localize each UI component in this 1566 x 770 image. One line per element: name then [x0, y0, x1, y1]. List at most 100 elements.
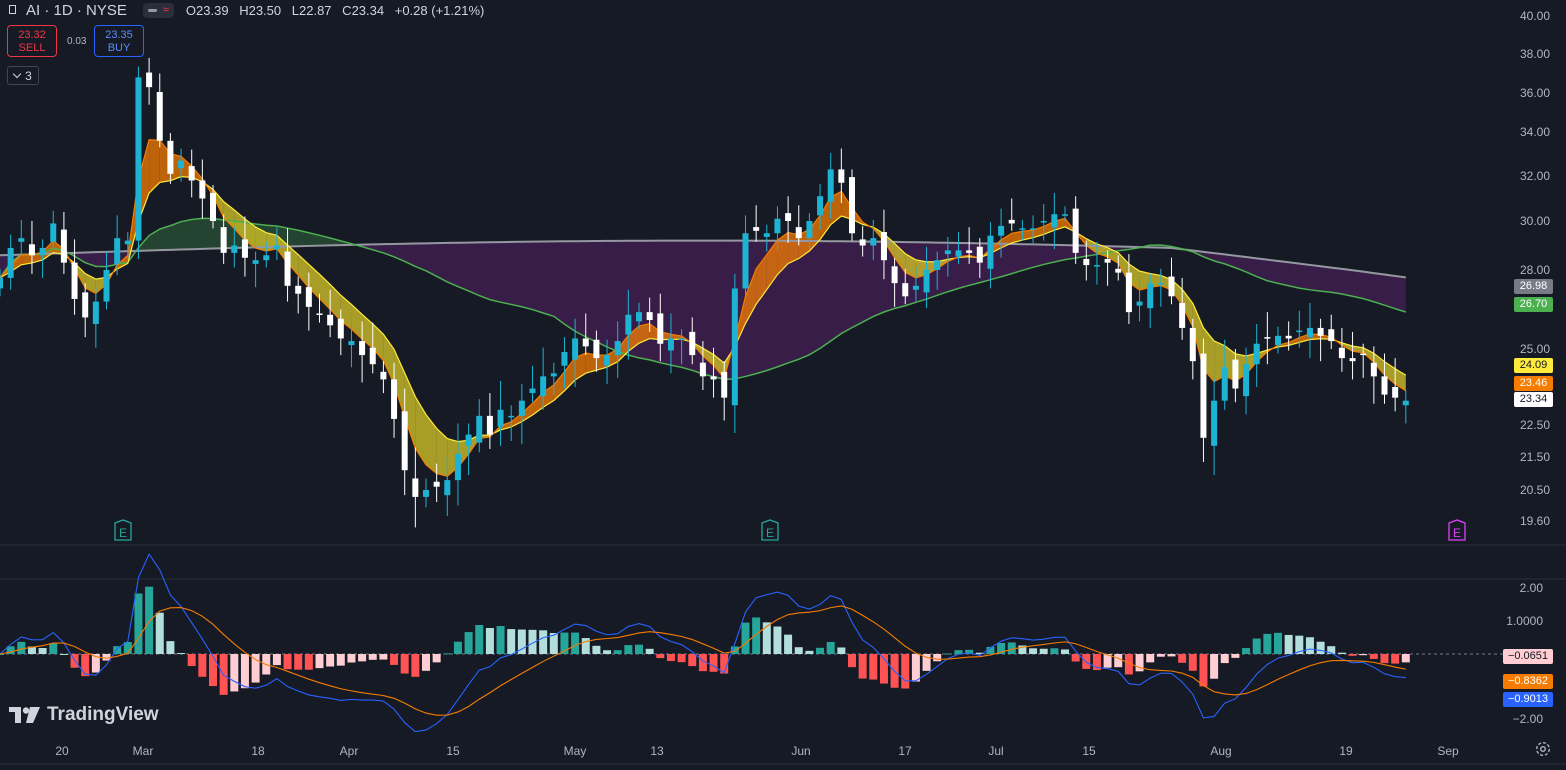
- macd-histogram-bar: [975, 652, 984, 654]
- sma-cloud-segment: [404, 243, 416, 267]
- ema-cloud-segment: [383, 334, 395, 384]
- macd-histogram-bar: [27, 646, 36, 654]
- macd-histogram-bar: [858, 654, 867, 679]
- wave-icon[interactable]: ≈: [162, 3, 169, 16]
- ema-cloud-segment: [372, 323, 384, 361]
- symbol-info-icon[interactable]: [8, 5, 18, 15]
- macd-histogram-bar: [1210, 654, 1219, 679]
- sma-cloud-segment: [553, 241, 565, 325]
- candle-body: [486, 415, 493, 435]
- sma-cloud-segment: [287, 228, 299, 247]
- candle-body: [763, 233, 770, 237]
- macd-histogram-bar: [1188, 654, 1197, 671]
- buy-label: BUY: [107, 42, 131, 54]
- candle-body: [316, 313, 323, 315]
- candle-body: [721, 371, 728, 398]
- sma-cloud-segment: [74, 252, 86, 263]
- candle-body: [1253, 343, 1260, 365]
- sma-cloud-segment: [415, 243, 426, 271]
- sma-cloud-segment: [436, 242, 448, 282]
- candle-body: [582, 338, 589, 347]
- ema-cloud-segment: [351, 304, 363, 340]
- macd-histogram-bar: [1263, 633, 1272, 654]
- symbol-legend: AI · 1D · NYSE ≈ O23.39 H23.50 L22.87 C2…: [8, 1, 484, 19]
- macd-histogram-bar: [1082, 654, 1091, 669]
- candle-body: [614, 341, 621, 356]
- macd-axis-label: 2.00: [1520, 581, 1544, 595]
- sma-cloud-segment: [947, 242, 959, 292]
- ema-cloud-segment: [894, 243, 906, 273]
- candle-body: [891, 266, 898, 284]
- macd-histogram-bar: [581, 638, 590, 654]
- candle-body: [593, 339, 600, 359]
- macd-histogram-bar: [123, 642, 132, 654]
- macd-histogram-bar: [411, 654, 420, 677]
- gear-icon[interactable]: [1535, 741, 1551, 757]
- macd-histogram-bar: [997, 642, 1006, 654]
- macd-histogram-bar: [1199, 654, 1208, 687]
- macd-histogram-bar: [784, 634, 793, 654]
- ema-cloud-segment: [436, 428, 448, 477]
- candle-body: [156, 92, 163, 141]
- time-axis-label: 15: [446, 744, 460, 758]
- symbol-title[interactable]: AI · 1D · NYSE: [26, 1, 127, 19]
- macd-histogram-bar: [656, 654, 665, 659]
- macd-histogram-bar: [230, 654, 239, 692]
- time-axis-label: Jul: [988, 744, 1003, 758]
- sma-cloud-segment: [1203, 251, 1215, 261]
- price-axis-label: 34.00: [1520, 125, 1550, 139]
- candle-body: [710, 376, 717, 380]
- sma-cloud-segment: [159, 225, 171, 251]
- indicators-collapse-button[interactable]: 3: [7, 66, 39, 85]
- macd-pane: [0, 552, 1510, 733]
- sma-cloud-segment: [479, 242, 490, 300]
- price-axis-label: 20.50: [1520, 483, 1550, 497]
- macd-histogram-bar: [432, 654, 441, 663]
- sell-price: 23.32: [18, 29, 46, 41]
- legend-toggle[interactable]: ≈: [142, 2, 174, 18]
- candle-body: [1306, 327, 1313, 338]
- candle-body: [785, 213, 792, 221]
- candle-body: [1381, 376, 1388, 395]
- price-axis-label: 40.00: [1520, 9, 1550, 23]
- eye-icon[interactable]: [147, 8, 157, 12]
- price-axis-label: 25.00: [1520, 342, 1550, 356]
- candle-body: [1392, 387, 1399, 398]
- sma-cloud-segment: [1054, 244, 1065, 262]
- macd-histogram-bar: [933, 654, 942, 662]
- candle-body: [1136, 301, 1143, 306]
- macd-histogram-bar: [177, 653, 186, 655]
- candle-body: [60, 229, 67, 263]
- macd-histogram-bar: [1401, 654, 1410, 663]
- candle-body: [241, 239, 248, 258]
- tradingview-logo[interactable]: TradingView: [9, 704, 159, 726]
- macd-histogram-bar: [1050, 648, 1059, 654]
- macd-histogram-bar: [113, 646, 122, 654]
- ohlc-values: O23.39 H23.50 L22.87 C23.34 +0.28 (+1.21…: [186, 3, 484, 18]
- candle-body: [1370, 362, 1377, 377]
- macd-histogram-bar: [347, 654, 356, 663]
- macd-histogram-bar: [0, 654, 4, 655]
- candle-body: [92, 301, 99, 324]
- candle-body: [934, 260, 941, 270]
- candlestick-series: [0, 57, 1409, 528]
- candle-body: [327, 314, 334, 326]
- candle-body: [337, 318, 344, 339]
- ema-cloud-segment: [426, 414, 437, 474]
- macd-histogram-bar: [507, 629, 516, 654]
- macd-histogram-bar: [1071, 654, 1080, 662]
- sma-cloud-segment: [820, 241, 831, 349]
- macd-histogram-bar: [251, 654, 260, 683]
- buy-button[interactable]: 23.35 BUY: [94, 25, 144, 57]
- time-axis-label: 17: [898, 744, 912, 758]
- sma-cloud-segment: [500, 241, 512, 305]
- sell-button[interactable]: 23.32 SELL: [7, 25, 57, 57]
- ema-cloud-segment: [21, 254, 32, 265]
- price-axis-label: 28.00: [1520, 263, 1550, 277]
- time-axis-label: May: [564, 744, 587, 758]
- candle-body: [380, 371, 387, 380]
- macd-histogram-bar: [59, 653, 68, 655]
- candle-body: [103, 270, 110, 302]
- macd-histogram-bar: [986, 646, 995, 654]
